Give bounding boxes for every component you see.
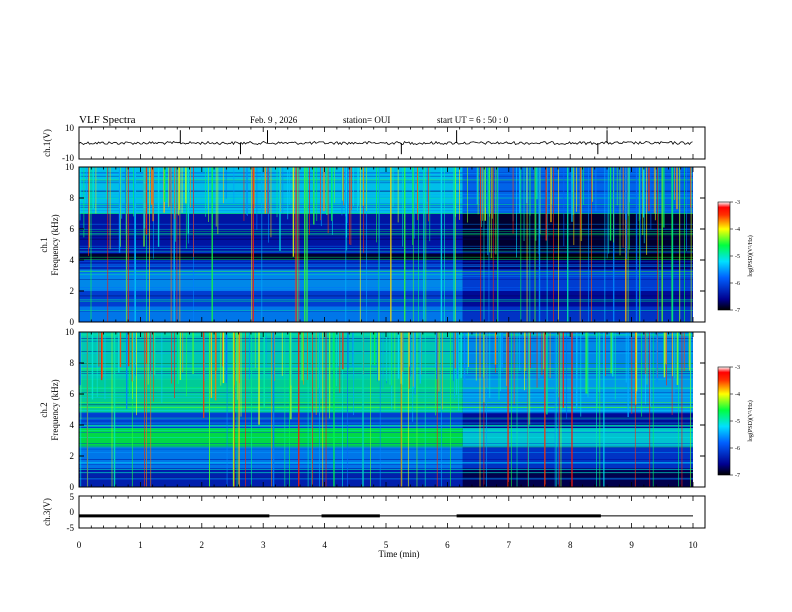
ch2-spec-ytick-label: 2 <box>70 451 75 461</box>
ch1-spec-band-after <box>462 167 693 214</box>
colorbar-ch1-gradient <box>717 201 731 311</box>
x-tick-label: 0 <box>77 540 82 550</box>
ch2-spectrogram-streaks <box>79 332 692 487</box>
colorbar-ch1-label: log(PSD)(V²/Hz) <box>747 235 754 276</box>
x-tick-label: 4 <box>322 540 327 550</box>
ch1-spec-ytick-label: 0 <box>70 317 75 327</box>
panel-ch2-spectrogram: 0 2 4 6 8 10 ch.2 Frequency (kHz) <box>39 327 706 492</box>
x-tick-label: 7 <box>507 540 512 550</box>
x-axis-tick-labels: 0 1 2 3 4 5 6 7 8 9 10 <box>77 540 698 550</box>
ch2-spectrogram-ylabel-line1: ch.2 <box>39 402 49 417</box>
ch1-waveform-spikes <box>179 130 608 155</box>
ch2-spectrogram-bands <box>79 332 693 488</box>
ch2-spec-ytick-label: 0 <box>70 482 75 492</box>
ch1-spec-ytick-label: 8 <box>70 193 75 203</box>
ch2-spectrogram-frame <box>78 331 706 488</box>
x-axis-label: Time (min) <box>379 549 420 559</box>
header-station: station= OUI <box>343 115 390 125</box>
colorbar-tick-label: -5 <box>735 419 740 425</box>
ch1-ylabel: ch.1(V) <box>42 129 52 157</box>
x-tick-label: 6 <box>445 540 450 550</box>
x-axis-ticks <box>78 127 694 528</box>
ch2-spec-ytick-label: 4 <box>70 420 75 430</box>
ch1-ytick-top: 10 <box>65 123 75 133</box>
x-tick-label: 1 <box>138 540 143 550</box>
ch2-spec-ytick-label: 6 <box>70 389 75 399</box>
panel-ch3-waveform: 5 0 -5 ch.3(V) <box>42 492 706 533</box>
ch1-spectrogram-ylabel-line2: Frequency (kHz) <box>50 214 60 275</box>
ch1-spectrogram-frame <box>78 166 706 323</box>
ch1-ytick-bottom: -10 <box>62 153 74 163</box>
colorbar-ch1: -3 -4 -5 -6 -7 log(PSD)(V²/Hz) <box>717 200 754 314</box>
colorbar-ch2-label: log(PSD)(V²/Hz) <box>747 400 754 441</box>
ch2-spec-band-after <box>462 446 693 469</box>
x-tick-label: 5 <box>384 540 389 550</box>
ch3-waveform-frame <box>78 495 706 529</box>
ch3-ytick-mid: 0 <box>70 507 75 517</box>
ch3-ylabel: ch.3(V) <box>42 498 52 526</box>
header-date: Feb. 9 , 2026 <box>250 115 298 125</box>
ch2-spec-band <box>79 412 463 429</box>
colorbar-ch1-ticks: -3 -4 -5 -6 -7 <box>730 200 740 314</box>
ch2-spec-ytick-label: 8 <box>70 358 75 368</box>
colorbar-tick-label: -6 <box>735 281 740 287</box>
ch1-spec-ytick-label: 10 <box>65 162 75 172</box>
colorbar-tick-label: -4 <box>735 227 740 233</box>
colorbar-ch2-gradient <box>717 366 731 476</box>
panel-ch1-spectrogram: 0 2 4 6 8 10 ch.1 Frequency (kHz) <box>39 162 706 327</box>
ch1-spectrogram-streaks <box>79 167 692 322</box>
colorbar-tick-label: -3 <box>735 200 740 206</box>
x-tick-label: 10 <box>689 540 699 550</box>
colorbar-tick-label: -3 <box>735 365 740 371</box>
ch1-spec-band <box>79 291 463 307</box>
ch1-spec-band-after <box>462 291 693 307</box>
colorbar-ch2-ticks: -3 -4 -5 -6 -7 <box>730 365 740 479</box>
x-tick-label: 2 <box>200 540 205 550</box>
colorbar-tick-label: -7 <box>735 308 740 314</box>
colorbar-tick-label: -7 <box>735 473 740 479</box>
ch1-spectrogram-yticks: 0 2 4 6 8 10 <box>65 162 705 327</box>
ch1-spec-ytick-label: 4 <box>70 255 75 265</box>
header-start-time: start UT = 6 : 50 : 0 <box>437 115 509 125</box>
ch2-spectrogram-ylabel-line2: Frequency (kHz) <box>50 379 60 440</box>
ch3-ytick-top: 5 <box>70 492 75 502</box>
ch1-spec-ytick-label: 2 <box>70 286 75 296</box>
chart-title: VLF Spectra <box>79 114 136 126</box>
ch2-spec-band <box>79 446 463 469</box>
colorbar-tick-label: -6 <box>735 446 740 452</box>
panel-ch1-waveform: 10 -10 ch.1(V) <box>42 123 706 163</box>
colorbar-tick-label: -4 <box>735 392 740 398</box>
ch1-spectrogram-ylabel-line1: ch.1 <box>39 237 49 252</box>
ch2-spectrogram-yticks: 0 2 4 6 8 10 <box>65 327 705 492</box>
x-tick-label: 8 <box>568 540 573 550</box>
colorbar-ch2: -3 -4 -5 -6 -7 log(PSD)(V²/Hz) <box>717 365 754 479</box>
ch1-spec-ytick-label: 6 <box>70 224 75 234</box>
ch2-spec-ytick-label: 10 <box>65 327 75 337</box>
ch3-ytick-bottom: -5 <box>67 523 75 533</box>
colorbar-tick-label: -5 <box>735 254 740 260</box>
x-tick-label: 9 <box>629 540 634 550</box>
x-tick-label: 3 <box>261 540 266 550</box>
